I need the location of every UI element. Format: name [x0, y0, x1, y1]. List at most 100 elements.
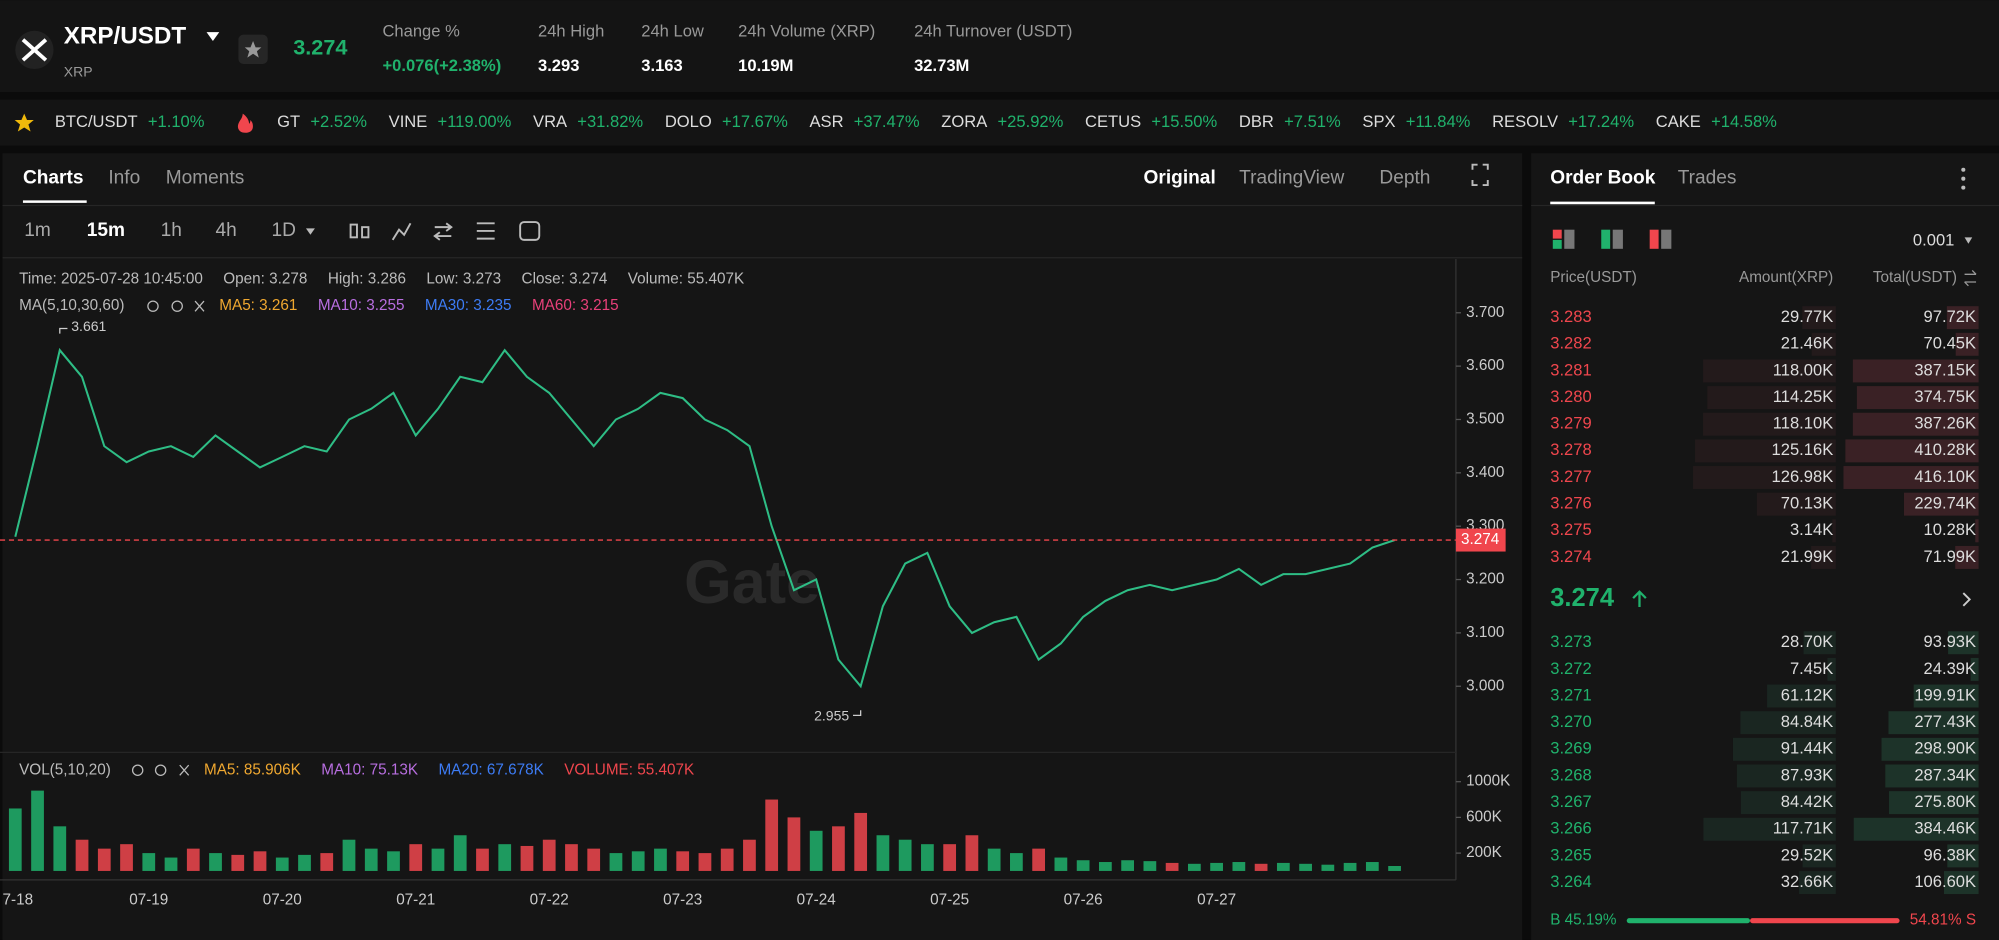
- ticker-name[interactable]: BTC/USDT: [55, 112, 138, 131]
- vol-title: VOL(5,10,20): [19, 761, 111, 778]
- volume-bar: [1321, 864, 1335, 871]
- y-tick-label: 3.000: [1466, 677, 1504, 694]
- interval[interactable]: 1D: [272, 220, 296, 241]
- volume-bar: [253, 851, 267, 871]
- book-amount: 32.66K: [1781, 872, 1834, 891]
- volume-bar: [832, 826, 845, 871]
- interval[interactable]: 1m: [24, 220, 51, 241]
- amount-depth: [1803, 631, 1836, 655]
- x-tick-label: 07-24: [797, 891, 837, 908]
- book-price: 3.266: [1550, 819, 1591, 838]
- volume-bar: [1121, 860, 1134, 871]
- book-amount: 84.84K: [1781, 712, 1834, 731]
- book-total: 96.38K: [1924, 845, 1976, 864]
- book-tab[interactable]: Trades: [1678, 168, 1737, 189]
- total-depth: [1943, 871, 1979, 895]
- ticker-name[interactable]: CAKE: [1656, 112, 1701, 131]
- book-total: 387.26K: [1914, 414, 1976, 433]
- chart-tools[interactable]: [349, 163, 1489, 241]
- chart-tab[interactable]: Moments: [166, 168, 245, 189]
- volume-bar: [787, 817, 801, 871]
- ma-value: MA5: 3.261: [219, 297, 297, 314]
- ticker-name[interactable]: VINE: [389, 112, 428, 131]
- ticker-change: +15.50%: [1151, 112, 1217, 131]
- interval[interactable]: 15m: [87, 220, 125, 241]
- interval[interactable]: 1h: [161, 220, 182, 241]
- menu-dots[interactable]: [1961, 167, 1966, 190]
- high-marker: [59, 327, 68, 334]
- volume-bar: [209, 853, 222, 871]
- amount-depth: [1799, 871, 1836, 895]
- column-header: Amount(XRP): [1739, 269, 1833, 286]
- book-amount: 87.93K: [1781, 765, 1834, 784]
- symbol: XRP/USDT: [64, 23, 187, 50]
- chart-tab[interactable]: Charts: [23, 168, 84, 189]
- book-price: 3.269: [1550, 739, 1591, 758]
- amount-depth: [1695, 439, 1836, 463]
- total-depth: [1913, 684, 1979, 708]
- total-depth: [1845, 439, 1979, 463]
- volume-bar: [1187, 863, 1201, 871]
- ticker-name[interactable]: DBR: [1239, 112, 1274, 131]
- view-tab[interactable]: Depth: [1379, 168, 1430, 189]
- book-price: 3.278: [1550, 440, 1591, 459]
- last-price-tag: [1455, 528, 1506, 552]
- ticker-name[interactable]: ASR: [810, 112, 844, 131]
- ticker-change: +31.82%: [577, 112, 643, 131]
- book-tab[interactable]: Order Book: [1550, 168, 1655, 189]
- volume-bar: [53, 826, 67, 871]
- total-depth: [1888, 711, 1979, 735]
- ticker-name[interactable]: RESOLV: [1492, 112, 1558, 131]
- amount-depth: [1802, 306, 1836, 330]
- volume-bar: [409, 844, 423, 871]
- book-price: 3.277: [1550, 467, 1591, 486]
- amount-depth: [1740, 711, 1836, 735]
- volume-bar: [809, 830, 823, 871]
- book-total: 384.46K: [1914, 819, 1976, 838]
- book-layout-icons[interactable]: [1552, 229, 1672, 249]
- volume-bar: [587, 848, 601, 871]
- ticker-name[interactable]: DOLO: [665, 112, 712, 131]
- book-price: 3.279: [1550, 414, 1591, 433]
- ticker-name[interactable]: CETUS: [1085, 112, 1141, 131]
- vis-icons[interactable]: [131, 300, 205, 776]
- precision-caret[interactable]: [1964, 237, 1973, 244]
- chart-tab[interactable]: Info: [108, 168, 140, 189]
- ticker-change: +1.10%: [148, 112, 205, 131]
- stat-value: +0.076(+2.38%): [382, 56, 501, 75]
- book-total: 387.15K: [1914, 360, 1976, 379]
- volume-bar: [609, 853, 623, 871]
- book-amount: 3.14K: [1790, 520, 1833, 539]
- total-depth: [1970, 657, 1979, 681]
- symbol-caret[interactable]: [206, 32, 220, 42]
- interval[interactable]: 4h: [215, 220, 236, 241]
- favorite-star: [244, 41, 262, 58]
- volume-bar: [231, 854, 245, 871]
- header-bar: [0, 0, 1999, 93]
- view-tab[interactable]: Original: [1144, 168, 1216, 189]
- book-price: 3.273: [1550, 632, 1591, 651]
- interval-caret[interactable]: [305, 228, 315, 235]
- stat-label: 24h Low: [641, 21, 704, 40]
- ticker-change: +17.24%: [1568, 112, 1634, 131]
- book-total: 298.90K: [1914, 739, 1976, 758]
- precision[interactable]: 0.001: [1913, 231, 1954, 250]
- chevron[interactable]: [1962, 592, 1972, 607]
- amount-depth: [1767, 684, 1836, 708]
- view-tab[interactable]: TradingView: [1239, 168, 1344, 189]
- ticker-change: +11.84%: [1406, 112, 1471, 131]
- ticker-name[interactable]: SPX: [1362, 112, 1395, 131]
- watchlist-star[interactable]: [14, 113, 34, 132]
- swap-icon[interactable]: [1964, 270, 1977, 287]
- volume-bar: [698, 853, 712, 871]
- logo-mark: [21, 38, 48, 62]
- x-tick-label: 07-20: [263, 891, 302, 908]
- volume-bar: [431, 848, 445, 871]
- book-amount: 125.16K: [1772, 440, 1834, 459]
- book-total: 71.99K: [1924, 547, 1976, 566]
- ticker-name[interactable]: VRA: [533, 112, 568, 131]
- ohlc-info: High: 3.286: [328, 270, 406, 287]
- ticker-name[interactable]: ZORA: [941, 112, 988, 131]
- stat-label: 24h Turnover (USDT): [914, 21, 1072, 40]
- ticker-name[interactable]: GT: [277, 112, 300, 131]
